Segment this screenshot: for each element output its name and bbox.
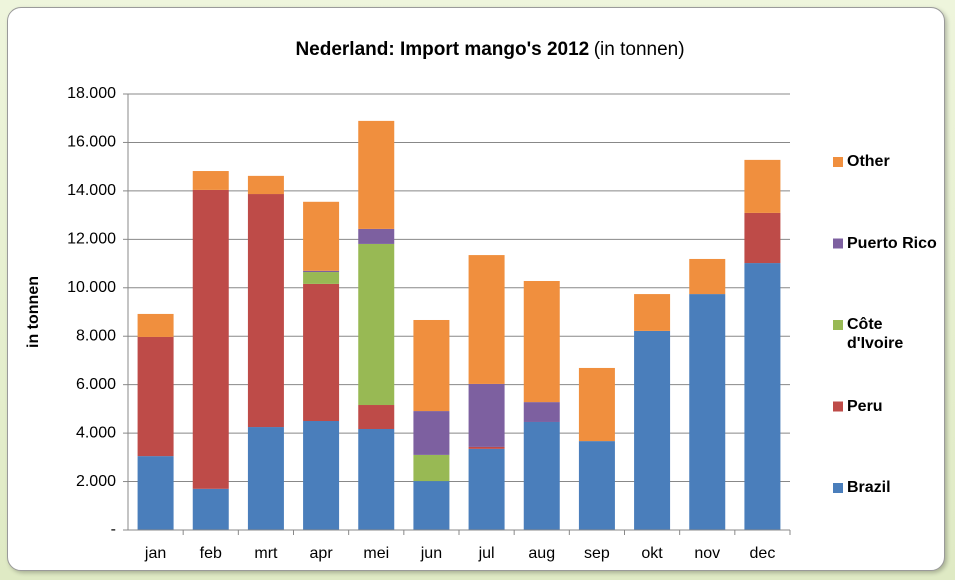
legend-swatch — [833, 320, 843, 330]
bar-segment — [192, 189, 229, 489]
bar-segment — [468, 255, 505, 384]
bar-segment — [468, 446, 505, 449]
x-tick-label: jul — [478, 545, 495, 562]
bar-segment — [192, 171, 229, 190]
bar-segment — [689, 258, 726, 295]
y-tick-label: 6.000 — [76, 376, 116, 393]
bar-segment — [137, 456, 174, 530]
x-tick-label: feb — [200, 545, 222, 562]
bar-segment — [247, 175, 284, 195]
bar-segment — [303, 283, 340, 421]
bar-segment — [192, 488, 229, 530]
x-tick-label: dec — [750, 545, 776, 562]
bar-segment — [303, 272, 340, 284]
y-tick-label: 4.000 — [76, 424, 116, 441]
legend-label: Peru — [847, 397, 883, 415]
bar-segment — [303, 270, 340, 273]
x-tick-label: jun — [420, 545, 442, 562]
bar-segment — [523, 421, 560, 530]
bar-segment — [523, 402, 560, 422]
y-tick-label: 2.000 — [76, 473, 116, 490]
bar-segment — [523, 280, 560, 403]
legend-swatch — [833, 483, 843, 493]
x-tick-label: okt — [641, 545, 663, 562]
bar-segment — [634, 330, 671, 530]
x-tick-label: aug — [528, 545, 555, 562]
bar-segment — [358, 120, 395, 229]
x-tick-label: sep — [584, 545, 610, 562]
bar-segment — [578, 367, 615, 442]
legend-label: Brazil — [847, 479, 891, 496]
y-tick-label: 10.000 — [67, 279, 116, 296]
subtitle: (in tonnen) — [594, 39, 685, 60]
y-tick-label: 14.000 — [67, 182, 116, 199]
y-tick-label: - — [111, 521, 116, 538]
legend-swatch — [833, 157, 843, 167]
bar-segment — [689, 294, 726, 530]
bar-segment — [303, 421, 340, 530]
x-tick-label: jan — [144, 545, 166, 562]
chart-title: Nederland: Import mango's 2012 (in tonne… — [295, 39, 684, 60]
bar-segment — [744, 212, 781, 264]
bar-segment — [744, 159, 781, 213]
bar-segment — [358, 405, 395, 429]
y-tick-label: 18.000 — [67, 85, 116, 102]
bar-segment — [247, 194, 284, 428]
y-tick-label: 12.000 — [67, 231, 116, 248]
bar-segment — [468, 448, 505, 530]
legend-swatch — [833, 401, 843, 412]
x-tick-label: apr — [310, 545, 334, 562]
legend-label: Puerto Rico — [847, 234, 937, 252]
bar-segment — [247, 427, 284, 530]
bar-segment — [744, 263, 781, 530]
bar-segment — [413, 481, 450, 530]
bar-segment — [413, 319, 450, 412]
bar-segment — [634, 294, 671, 331]
legend-label: Côte d'Ivoire — [847, 316, 904, 352]
bar-segment — [137, 313, 174, 337]
y-tick-label: 16.000 — [67, 134, 116, 151]
bar-segment — [137, 336, 174, 457]
x-tick-label: mei — [363, 545, 389, 562]
title: Nederland: Import mango's 2012 — [295, 39, 589, 60]
y-tick-label: 8.000 — [76, 327, 116, 344]
bar-segment — [413, 454, 450, 482]
x-tick-label: nov — [694, 545, 720, 562]
bar-segment — [358, 428, 395, 530]
bar-segment — [358, 243, 395, 406]
bar-segment — [578, 441, 615, 530]
y-axis-label: in tonnen — [25, 276, 42, 348]
bar-segment — [358, 228, 395, 244]
bar-segment — [468, 383, 505, 447]
legend-swatch — [833, 238, 843, 249]
x-tick-label: mrt — [254, 545, 278, 562]
legend-label: Other — [847, 153, 890, 170]
bar-segment — [303, 201, 340, 271]
bar-segment — [413, 411, 450, 455]
